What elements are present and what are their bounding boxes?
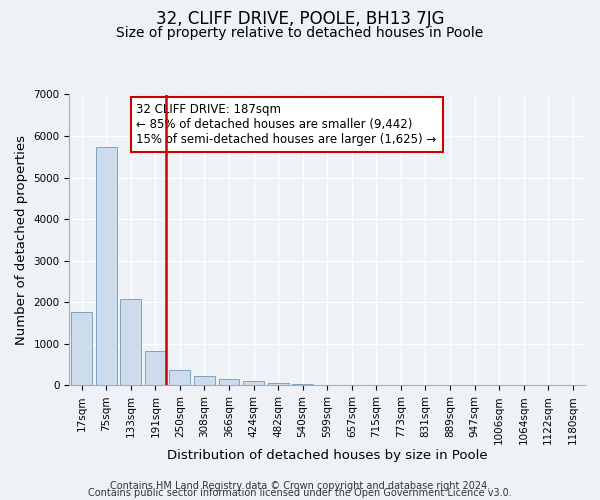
Bar [169, 370, 190, 386]
Bar [121, 299, 141, 386]
Text: 32 CLIFF DRIVE: 187sqm
← 85% of detached houses are smaller (9,442)
15% of semi-: 32 CLIFF DRIVE: 187sqm ← 85% of detached… [136, 103, 437, 146]
Text: Contains HM Land Registry data © Crown copyright and database right 2024.: Contains HM Land Registry data © Crown c… [110, 481, 490, 491]
Y-axis label: Number of detached properties: Number of detached properties [15, 135, 28, 345]
Bar [145, 352, 166, 386]
Text: Size of property relative to detached houses in Poole: Size of property relative to detached ho… [116, 26, 484, 40]
Bar [218, 379, 239, 386]
X-axis label: Distribution of detached houses by size in Poole: Distribution of detached houses by size … [167, 450, 488, 462]
Text: 32, CLIFF DRIVE, POOLE, BH13 7JG: 32, CLIFF DRIVE, POOLE, BH13 7JG [156, 10, 444, 28]
Bar [71, 312, 92, 386]
Bar [317, 384, 338, 386]
Bar [243, 382, 264, 386]
Bar [194, 376, 215, 386]
Bar [292, 384, 313, 386]
Bar [268, 383, 289, 386]
Text: Contains public sector information licensed under the Open Government Licence v3: Contains public sector information licen… [88, 488, 512, 498]
Bar [96, 148, 116, 386]
